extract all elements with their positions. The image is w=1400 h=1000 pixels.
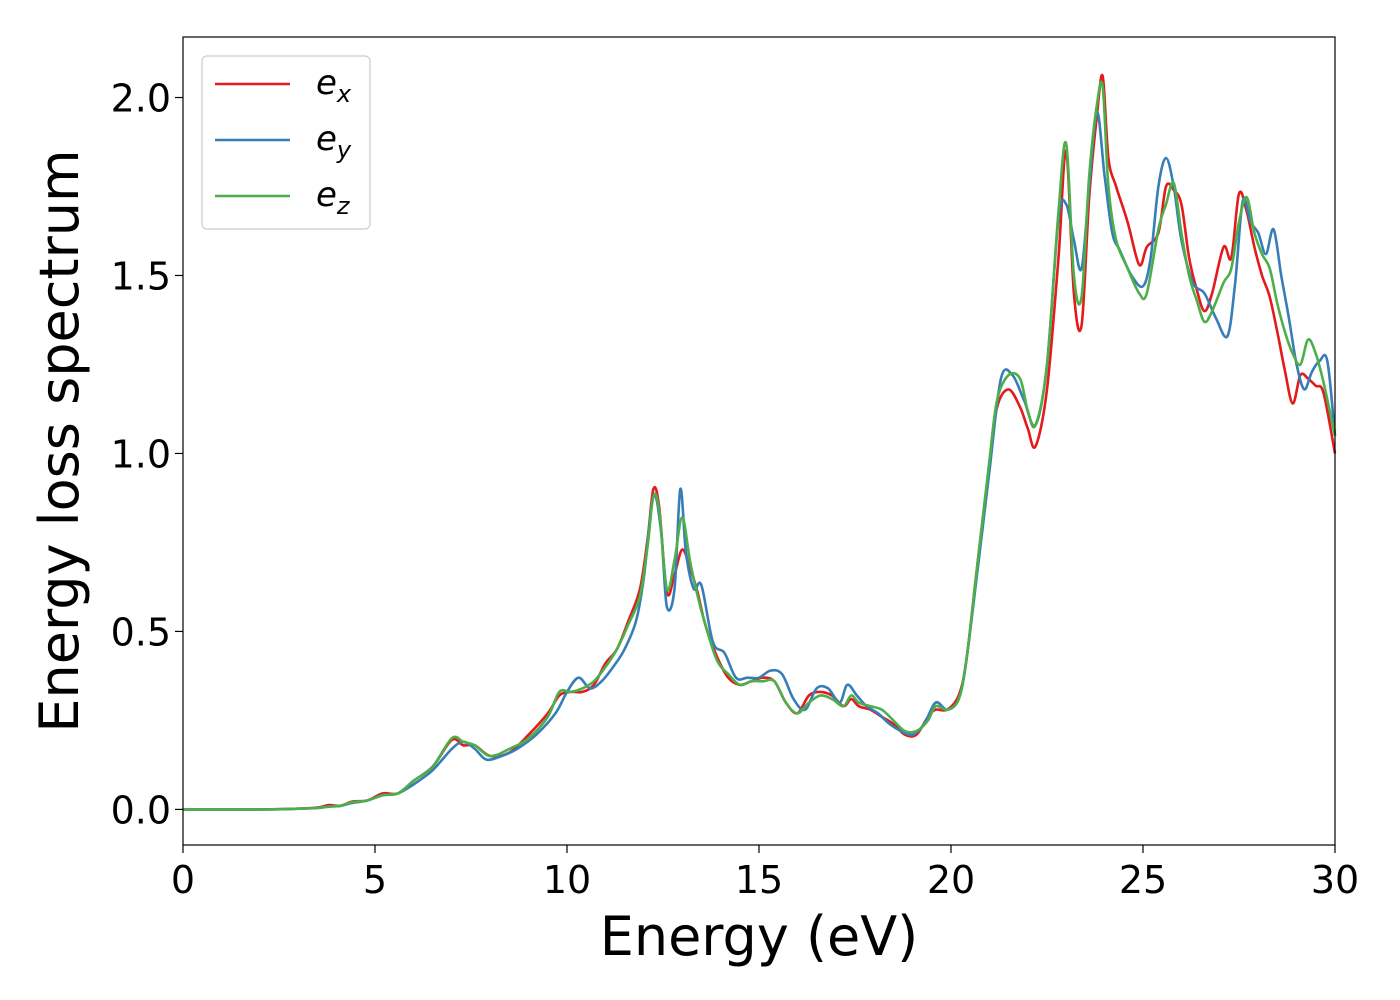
x-axis-title: Energy (eV) xyxy=(600,905,919,968)
y-tick-label: 1.0 xyxy=(111,432,171,476)
y-axis-ticks: 0.0 0.5 1.0 1.5 2.0 xyxy=(111,77,183,832)
y-tick-label: 2.0 xyxy=(111,77,171,121)
legend-label-subscript: y xyxy=(336,136,352,164)
x-tick-label: 5 xyxy=(363,858,387,902)
x-tick-label: 30 xyxy=(1311,858,1359,902)
series-line-e_x xyxy=(182,73,1337,811)
y-tick-label: 0.5 xyxy=(111,610,171,654)
series-lines xyxy=(182,73,1337,811)
legend-label-e_y: ey xyxy=(316,119,352,164)
legend-label-subscript: z xyxy=(336,192,351,220)
series-line-e_z xyxy=(182,80,1337,811)
legend-label-main: e xyxy=(316,175,337,215)
series-line-e_y xyxy=(182,110,1337,811)
legend-box xyxy=(201,55,371,230)
y-axis-title: Energy loss spectrum xyxy=(28,149,91,732)
legend-label-subscript: x xyxy=(336,80,352,108)
legend-label-e_z: ez xyxy=(316,175,351,220)
legend-label-main: e xyxy=(316,63,337,103)
y-tick-label: 0.0 xyxy=(111,788,171,832)
legend-label-e_x: ex xyxy=(316,63,352,108)
x-axis-ticks: 0 5 10 15 20 25 30 xyxy=(171,845,1359,902)
x-tick-label: 15 xyxy=(735,858,783,902)
legend-label-main: e xyxy=(316,119,337,159)
x-tick-label: 25 xyxy=(1119,858,1167,902)
y-tick-label: 1.5 xyxy=(111,254,171,298)
x-tick-label: 0 xyxy=(171,858,195,902)
x-tick-label: 20 xyxy=(927,858,975,902)
x-tick-label: 10 xyxy=(543,858,591,902)
